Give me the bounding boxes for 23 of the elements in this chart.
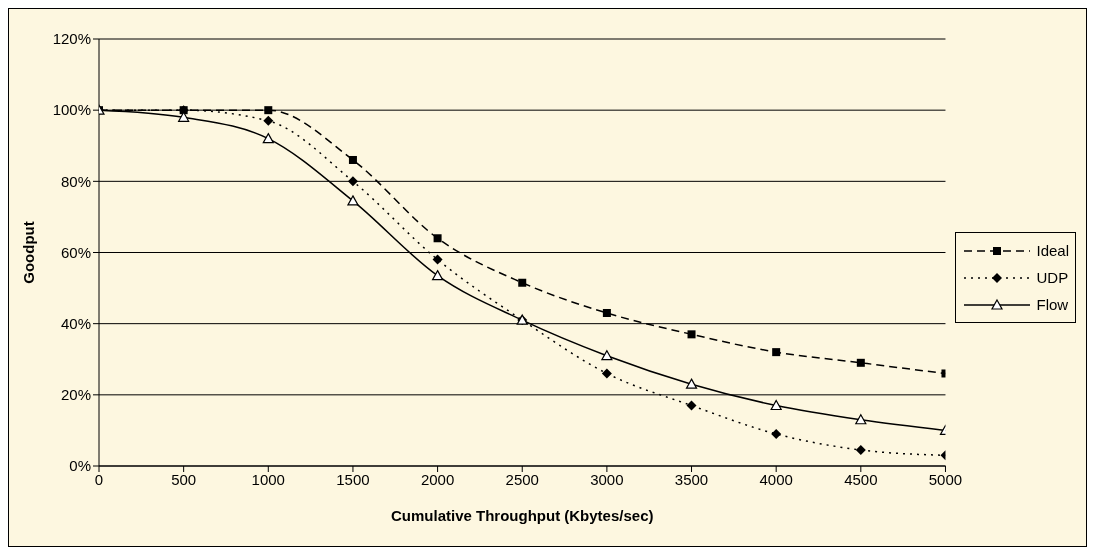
- y-tick-label: 120%: [52, 30, 91, 48]
- x-tick-label: 1500: [336, 470, 370, 488]
- legend-label: Flow: [1036, 296, 1069, 313]
- y-tick-label: 40%: [60, 314, 91, 332]
- x-tick-label: 0: [94, 470, 104, 488]
- x-tick-label: 2000: [420, 470, 455, 488]
- y-tick-label: 60%: [60, 243, 91, 261]
- x-tick-label: 4500: [844, 470, 878, 488]
- y-tick-label: 80%: [60, 172, 91, 190]
- y-tick-label: 20%: [60, 386, 91, 404]
- x-tick-label: 3500: [674, 470, 709, 488]
- y-tick-label: 0%: [69, 457, 91, 475]
- x-tick-label: 500: [171, 470, 197, 488]
- x-tick-label: 2500: [505, 470, 539, 488]
- x-tick-label: 4000: [759, 470, 793, 488]
- y-axis-title: Goodput: [20, 221, 38, 284]
- legend-label: Ideal: [1036, 242, 1069, 259]
- x-tick-label: 1000: [251, 470, 285, 488]
- y-tick-label: 100%: [52, 101, 91, 119]
- legend-label: UDP: [1036, 269, 1069, 286]
- x-axis-title: Cumulative Throughput (Kbytes/sec): [390, 507, 654, 524]
- x-tick-label: 5000: [928, 470, 963, 488]
- x-tick-label: 3000: [590, 470, 624, 488]
